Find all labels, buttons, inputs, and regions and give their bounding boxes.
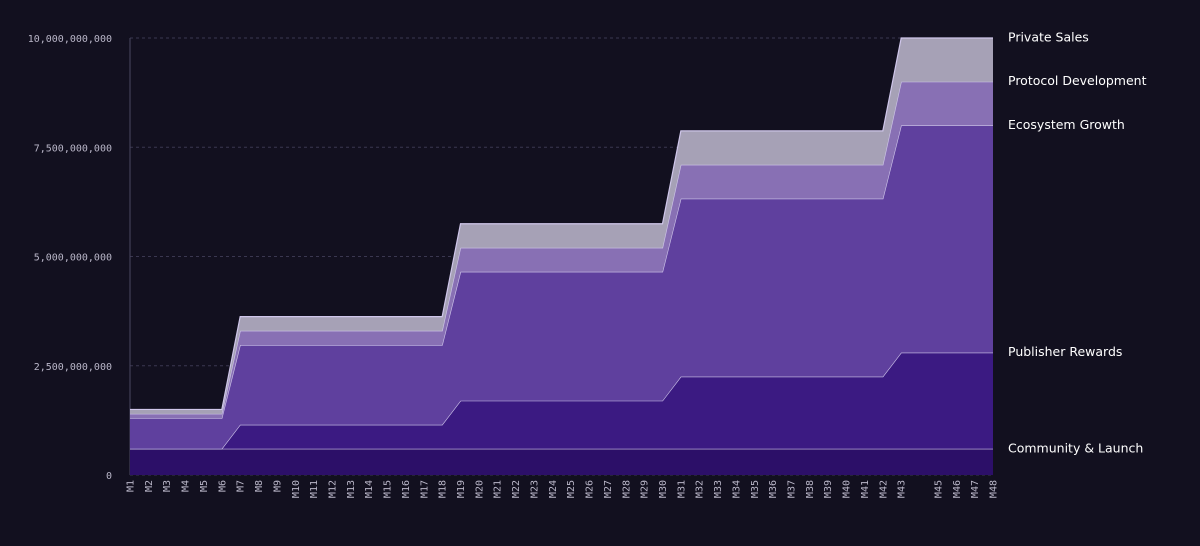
y-tick-label: 10,000,000,000 <box>28 34 112 45</box>
x-tick-label: M18 <box>438 480 449 498</box>
x-tick-label: M47 <box>970 480 981 498</box>
x-tick-label: M38 <box>805 480 816 498</box>
y-tick-label: 5,000,000,000 <box>34 253 112 264</box>
x-tick-label: M19 <box>456 480 467 498</box>
x-tick-label: M13 <box>346 480 357 498</box>
area <box>130 125 993 449</box>
x-tick-label: M30 <box>658 480 669 498</box>
x-tick-label: M32 <box>695 480 706 498</box>
x-tick-label: M23 <box>529 480 540 498</box>
x-tick-label: M1 <box>126 480 137 492</box>
x-tick-label: M39 <box>823 480 834 498</box>
x-tick-label: M43 <box>897 480 908 498</box>
area <box>130 81 993 419</box>
x-tick-label: M25 <box>566 480 577 498</box>
x-tick-label: M24 <box>548 480 559 498</box>
x-tick-label: M5 <box>199 480 210 492</box>
x-tick-label: M28 <box>621 480 632 498</box>
x-tick-label: M9 <box>272 480 283 492</box>
x-tick-label: M31 <box>676 480 687 498</box>
x-tick-label: M3 <box>162 480 173 492</box>
x-tick-label: M10 <box>291 480 302 498</box>
area <box>130 448 993 475</box>
x-tick-label: M40 <box>842 480 853 498</box>
legend-label: Publisher Rewards <box>1008 344 1122 359</box>
x-tick-label: M20 <box>474 480 485 498</box>
legend-label: Ecosystem Growth <box>1008 117 1125 132</box>
x-tick-label: M48 <box>989 480 1000 498</box>
x-tick-label: M27 <box>603 480 614 498</box>
y-tick-label: 2,500,000,000 <box>34 362 112 373</box>
x-tick-label: M16 <box>401 480 412 498</box>
x-tick-label: M45 <box>933 480 944 498</box>
x-tick-label: M37 <box>787 480 798 498</box>
x-tick-label: M4 <box>181 480 192 492</box>
x-tick-label: M12 <box>327 480 338 498</box>
x-tick-label: M22 <box>511 480 522 498</box>
x-tick-label: M11 <box>309 480 320 498</box>
y-tick-label: 7,500,000,000 <box>34 143 112 154</box>
legend-label: Community & Launch <box>1008 440 1143 455</box>
area-edge <box>130 37 993 411</box>
x-tick-label: M17 <box>419 480 430 498</box>
x-tick-label: M7 <box>236 480 247 492</box>
x-tick-label: M15 <box>383 480 394 498</box>
x-tick-label: M41 <box>860 480 871 498</box>
area <box>130 38 993 414</box>
legend-label: Protocol Development <box>1008 73 1147 88</box>
x-tick-label: M34 <box>731 480 742 498</box>
x-tick-label: M35 <box>750 480 761 498</box>
x-tick-label: M2 <box>144 480 155 492</box>
x-tick-label: M26 <box>585 480 596 498</box>
x-tick-label: M46 <box>952 480 963 498</box>
x-tick-label: M33 <box>713 480 724 498</box>
y-tick-label: 0 <box>106 471 112 482</box>
legend-label: Private Sales <box>1008 30 1089 45</box>
x-tick-label: M42 <box>878 480 889 498</box>
x-tick-label: M6 <box>217 480 228 492</box>
x-tick-label: M36 <box>768 480 779 498</box>
x-tick-label: M29 <box>640 480 651 498</box>
x-tick-label: M14 <box>364 480 375 498</box>
x-tick-label: M21 <box>493 480 504 498</box>
x-tick-label: M8 <box>254 480 265 492</box>
